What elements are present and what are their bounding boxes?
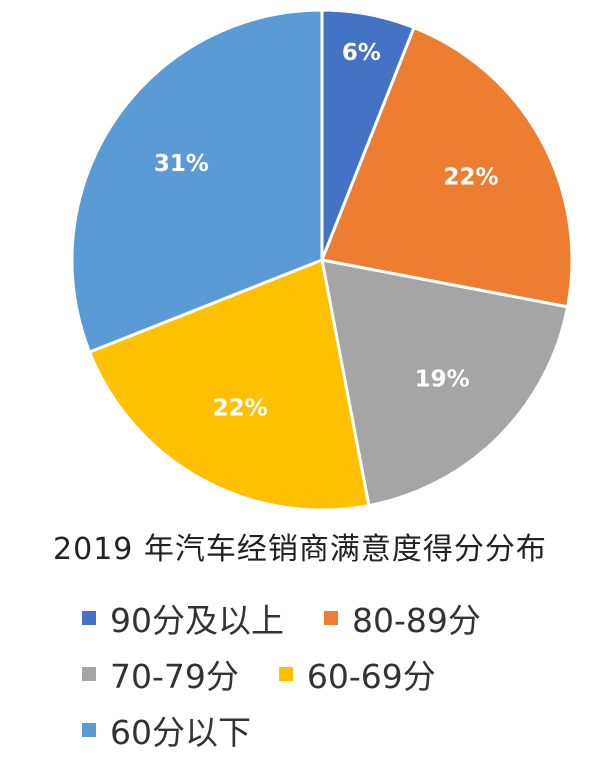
legend-swatch <box>82 723 96 737</box>
legend-label: 60-69分 <box>306 657 436 696</box>
slice-data-label-2: 22% <box>443 165 498 191</box>
legend-row: 70-79分 60-69分 <box>82 646 592 702</box>
legend-swatch <box>278 667 293 681</box>
legend-item-80-89: 80-89分 <box>324 594 481 642</box>
legend-item-below-60: 60分以下 <box>82 706 251 754</box>
legend-item-60-69: 60-69分 <box>278 650 436 698</box>
pie-slices <box>70 8 574 512</box>
legend-label: 70-79分 <box>110 657 239 696</box>
slice-data-label-5: 31% <box>154 151 209 177</box>
legend-swatch <box>82 611 96 625</box>
pie-slice-labels: 6% 22% 19% 22% 31% <box>154 40 499 421</box>
legend-swatch <box>324 611 338 625</box>
slice-data-label-4: 22% <box>213 395 268 421</box>
slice-data-label-3: 19% <box>415 367 470 393</box>
legend-row: 60分以下 <box>82 702 592 758</box>
legend-swatch <box>82 667 96 681</box>
chart-legend: 90分及以上 80-89分 70-79分 60-69分 60分以下 <box>82 590 592 758</box>
legend-item-70-79: 70-79分 <box>82 650 239 698</box>
legend-row: 90分及以上 80-89分 <box>82 590 592 646</box>
legend-label: 80-89分 <box>352 601 481 640</box>
slice-data-label-1: 6% <box>342 40 381 66</box>
legend-label: 90分及以上 <box>110 601 284 640</box>
pie-plot-area: 6% 22% 19% 22% 31% <box>70 8 574 512</box>
pie-slice-2 <box>320 26 574 309</box>
chart-title: 2019 年汽车经销商满意度得分分布 <box>53 532 547 567</box>
legend-label: 60分以下 <box>110 713 251 752</box>
pie-slice-4 <box>88 258 371 512</box>
pie-slice-5 <box>70 8 324 354</box>
pie-slice-3 <box>320 258 570 508</box>
legend-item-90-plus: 90分及以上 <box>82 594 284 642</box>
